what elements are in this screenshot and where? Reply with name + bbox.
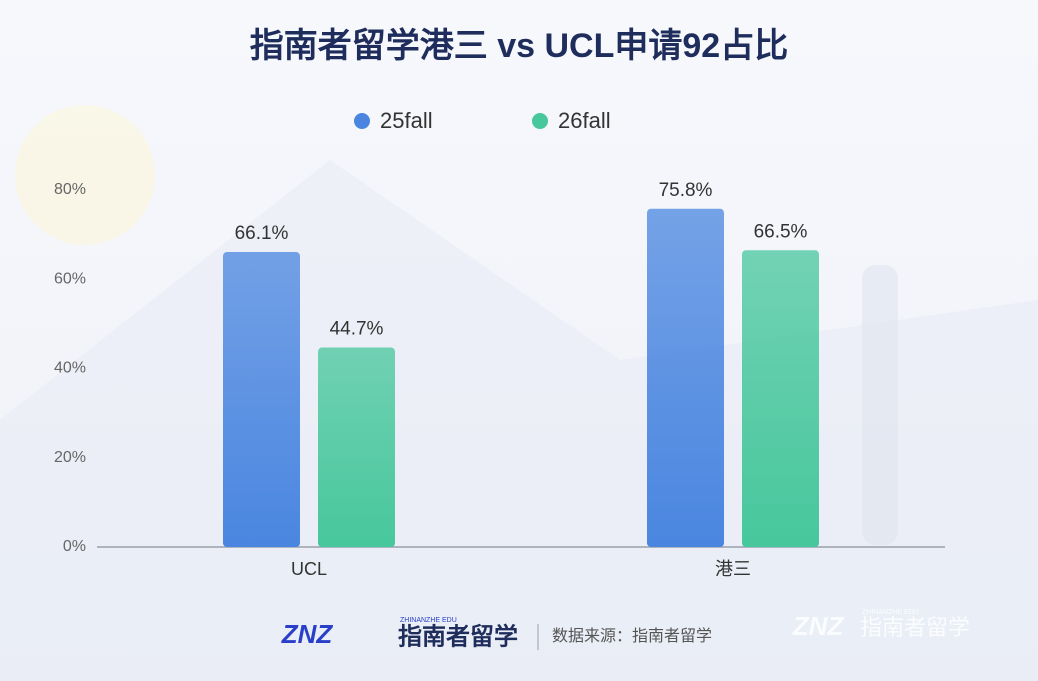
bar	[318, 347, 395, 547]
y-tick-label: 40%	[54, 360, 86, 377]
legend-marker	[354, 113, 370, 129]
logo-mark: ZNZ	[281, 619, 334, 649]
bar	[223, 252, 300, 547]
bar	[742, 250, 819, 547]
watermark-mark: ZNZ	[792, 611, 845, 641]
value-label: 66.5%	[754, 221, 808, 242]
y-tick-label: 60%	[54, 270, 86, 287]
decoration	[862, 265, 898, 545]
y-tick-label: 0%	[63, 538, 86, 555]
bar	[647, 208, 724, 547]
value-label: 44.7%	[330, 319, 384, 340]
source: 数据来源：指南者留学	[552, 627, 712, 645]
value-label: 75.8%	[659, 180, 713, 201]
y-tick-label: 80%	[54, 181, 86, 198]
watermark-subtext: ZHINANZHE EDU	[862, 609, 919, 616]
watermark-text: 指南者留学	[860, 615, 970, 640]
chart-title: 指南者留学港三 vs UCL申请92占比	[250, 26, 788, 65]
legend-label: 25fall	[380, 108, 433, 133]
value-label: 66.1%	[235, 223, 289, 244]
y-tick-label: 20%	[54, 449, 86, 466]
x-tick-label: 港三	[715, 559, 751, 579]
logo-text: 指南者留学	[398, 622, 518, 650]
legend-marker	[532, 113, 548, 129]
x-tick-label: UCL	[291, 559, 327, 579]
legend-label: 26fall	[558, 108, 611, 133]
decoration	[15, 105, 155, 245]
logo-subtext: ZHINANZHE EDU	[400, 617, 457, 624]
